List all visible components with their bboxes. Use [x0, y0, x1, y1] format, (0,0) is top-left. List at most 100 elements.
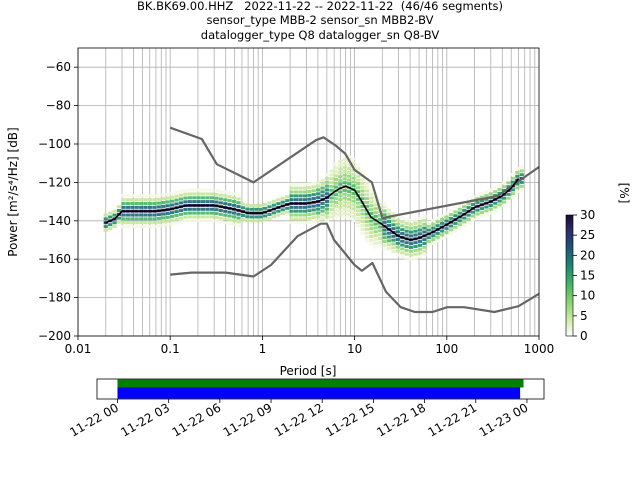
density-cell — [298, 205, 303, 209]
density-cell — [298, 190, 303, 194]
density-cell — [333, 216, 338, 220]
density-cell — [324, 184, 330, 188]
y-tick-label: −160 — [38, 252, 71, 266]
density-cell — [475, 216, 480, 220]
density-cell — [183, 200, 188, 204]
density-cell — [510, 196, 515, 200]
density-cell — [267, 201, 272, 205]
density-cell — [170, 195, 175, 199]
density-cell — [121, 225, 126, 229]
density-cell — [276, 198, 281, 202]
density-cell — [515, 186, 520, 190]
density-cell — [470, 203, 476, 207]
density-cell — [515, 182, 520, 186]
density-cell — [201, 207, 206, 211]
density-cell — [232, 192, 237, 196]
x-tick-label: 1000 — [524, 342, 555, 356]
density-cell — [400, 247, 405, 251]
density-cell — [369, 200, 374, 204]
density-cell — [369, 238, 374, 242]
density-cell — [342, 162, 347, 166]
density-cell — [395, 241, 400, 245]
density-cell — [364, 216, 369, 220]
density-cell — [373, 199, 378, 203]
density-cell — [364, 193, 369, 197]
density-cell — [236, 193, 241, 197]
density-cell — [187, 192, 192, 196]
density-cell — [192, 219, 197, 223]
density-cell — [223, 194, 228, 198]
density-cell — [262, 206, 268, 210]
density-cell — [369, 231, 374, 235]
density-cell — [293, 194, 299, 198]
density-cell — [391, 238, 396, 242]
density-cell — [183, 208, 188, 212]
density-cell — [293, 205, 299, 209]
density-cell — [497, 184, 502, 188]
density-cell — [519, 188, 524, 192]
density-cell — [143, 205, 148, 209]
density-cell — [329, 204, 334, 208]
density-cell — [254, 207, 259, 211]
density-cell — [488, 211, 493, 215]
density-cell — [510, 188, 515, 192]
density-cell — [386, 239, 392, 243]
density-cell — [475, 208, 480, 212]
density-cell — [165, 223, 170, 227]
density-cell — [298, 198, 303, 202]
density-cell — [347, 201, 352, 205]
density-cell — [302, 190, 307, 194]
time-tick-label: 11-22 21 — [426, 400, 480, 439]
density-cell — [227, 203, 232, 207]
density-cell — [347, 167, 352, 171]
density-cell — [232, 196, 237, 200]
density-cell — [497, 188, 502, 192]
density-cell — [311, 219, 316, 223]
density-cell — [466, 198, 471, 202]
density-cell — [170, 215, 175, 219]
density-cell — [293, 198, 299, 202]
density-cell — [369, 188, 374, 192]
density-cell — [227, 214, 232, 218]
density-cell — [293, 213, 299, 217]
axis-ticks: 0.01 0.1 1 10 100 1000 −200 −180 −160 −140 −120 −10… — [38, 60, 554, 356]
density-cell — [152, 225, 157, 229]
density-cell — [347, 216, 352, 220]
density-cell — [417, 228, 423, 232]
plot-frame — [77, 47, 540, 337]
density-cell — [364, 235, 369, 239]
density-cell — [183, 192, 188, 196]
density-cell — [311, 189, 316, 193]
density-cell — [223, 202, 228, 206]
density-cell — [254, 219, 259, 223]
density-cell — [276, 202, 281, 206]
density-cell — [271, 199, 277, 203]
density-cell — [484, 193, 489, 197]
density-cell — [382, 201, 387, 205]
colorbar-tick-label: 25 — [580, 228, 595, 242]
density-cell — [347, 209, 352, 213]
density-cell — [510, 192, 515, 196]
density-cell — [391, 219, 396, 223]
density-cell — [444, 234, 449, 238]
density-cell — [143, 198, 148, 202]
density-cell — [311, 208, 316, 212]
density-cell — [378, 213, 383, 217]
density-cell — [360, 177, 365, 181]
density-cell — [519, 169, 524, 173]
density-cell — [112, 213, 117, 217]
density-cell — [254, 215, 259, 219]
density-cell — [342, 196, 347, 200]
density-cell — [360, 193, 365, 197]
density-cell — [404, 252, 409, 256]
density-cell — [187, 207, 192, 211]
density-cell — [178, 209, 184, 213]
density-cell — [103, 217, 108, 221]
density-cell — [329, 196, 334, 200]
density-cell — [510, 176, 515, 180]
density-cell — [143, 194, 148, 198]
density-cell — [170, 203, 175, 207]
density-cell — [209, 219, 215, 223]
density-cell — [161, 212, 166, 216]
density-cell — [364, 239, 369, 243]
